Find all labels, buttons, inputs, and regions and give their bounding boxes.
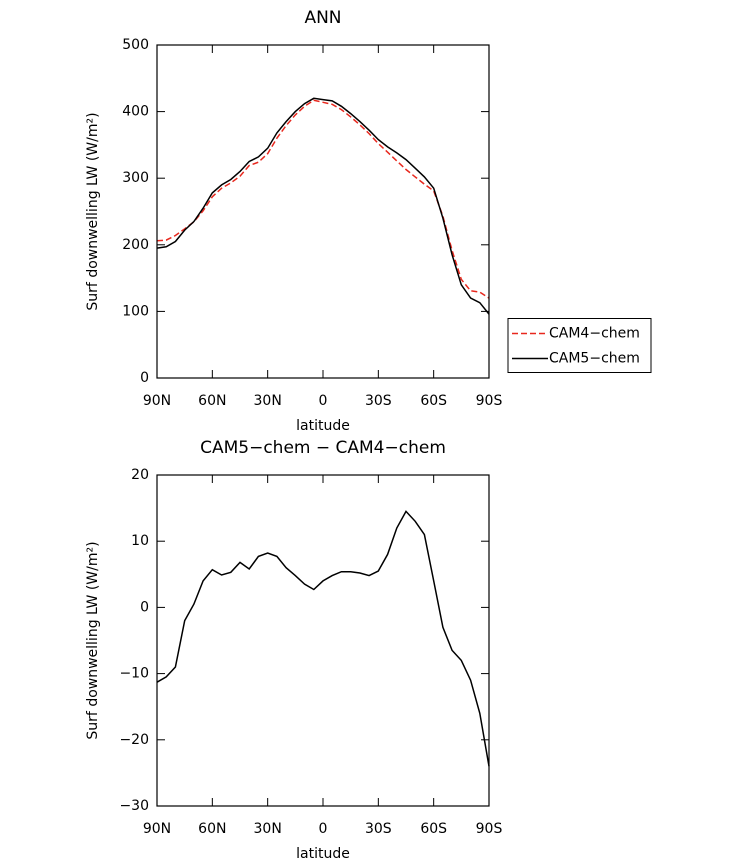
data-line — [156, 510, 490, 767]
x-tick-label: 0 — [319, 393, 328, 409]
y-tick-label: −10 — [119, 666, 149, 682]
x-tick-label: 30S — [365, 821, 392, 837]
x-axis-label: latitude — [296, 418, 350, 434]
data-line — [156, 97, 490, 315]
y-tick-label: −30 — [119, 798, 149, 814]
x-tick-label: 0 — [319, 821, 328, 837]
y-tick-label: 0 — [140, 599, 149, 615]
legend-label: CAM4−chem — [549, 326, 640, 342]
x-tick-label: 90N — [143, 393, 171, 409]
x-tick-label: 90N — [143, 821, 171, 837]
x-tick-label: 60S — [420, 821, 447, 837]
y-tick-label: 500 — [122, 37, 149, 53]
y-tick-label: 0 — [140, 370, 149, 386]
x-tick-label: 90S — [476, 821, 503, 837]
legend-label: CAM5−chem — [549, 351, 640, 367]
y-tick-label: 20 — [131, 467, 149, 483]
plot-frame — [156, 474, 490, 807]
chart-title: CAM5−chem − CAM4−chem — [200, 438, 446, 458]
x-tick-label: 60S — [420, 393, 447, 409]
plot-frame — [156, 44, 490, 379]
data-line — [156, 99, 490, 299]
y-axis-label: Surf downwelling LW (W/m²) — [85, 541, 101, 739]
legend-box — [507, 318, 652, 373]
x-tick-label: 30N — [254, 821, 282, 837]
y-tick-label: 300 — [122, 170, 149, 186]
y-tick-label: 10 — [131, 533, 149, 549]
x-tick-label: 60N — [198, 821, 226, 837]
x-tick-label: 60N — [198, 393, 226, 409]
chart-title: ANN — [304, 8, 341, 28]
y-tick-label: 100 — [122, 303, 149, 319]
y-axis-label: Surf downwelling LW (W/m²) — [85, 112, 101, 310]
y-tick-label: −20 — [119, 732, 149, 748]
y-tick-label: 200 — [122, 237, 149, 253]
x-tick-label: 30N — [254, 393, 282, 409]
x-axis-label: latitude — [296, 846, 350, 862]
x-tick-label: 30S — [365, 393, 392, 409]
y-tick-label: 400 — [122, 104, 149, 120]
x-tick-label: 90S — [476, 393, 503, 409]
